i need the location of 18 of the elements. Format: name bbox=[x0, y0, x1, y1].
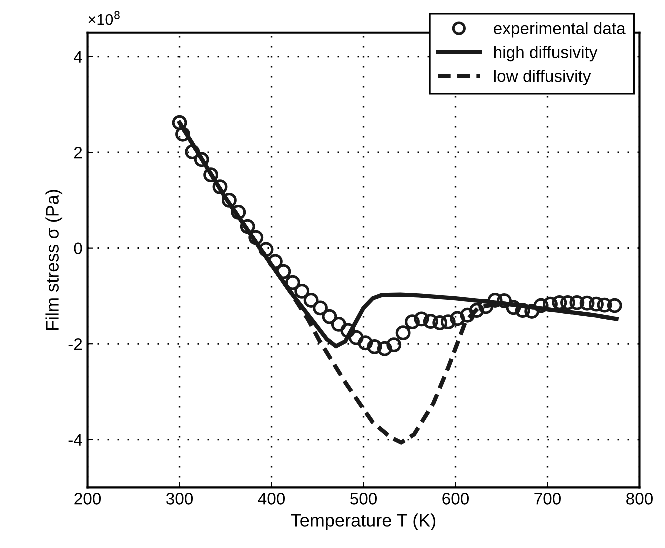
y-tick-label: 2 bbox=[74, 146, 82, 159]
text: ×10$^{8}$ bbox=[88, 11, 120, 26]
x-tick-label: 700 bbox=[534, 493, 561, 505]
legend-label: experimental data bbox=[494, 22, 626, 38]
x-tick-label: 600 bbox=[442, 493, 469, 505]
x-axis-title: Temperature T (K) bbox=[291, 514, 436, 531]
legend-label: low diffusivity bbox=[494, 70, 592, 86]
x-tick-label: 300 bbox=[166, 493, 194, 505]
x-tick-label: 500 bbox=[350, 493, 378, 505]
x-tick-label: 200 bbox=[74, 493, 102, 505]
x-tick-label: 800 bbox=[626, 493, 653, 505]
y-axis-title: Film stress σ (Pa) bbox=[46, 190, 63, 330]
x-tick-label: 400 bbox=[258, 493, 286, 505]
y-tick-label: -4 bbox=[68, 434, 82, 446]
y-tick-label: -2 bbox=[68, 338, 82, 350]
y-tick-label: 4 bbox=[74, 51, 82, 63]
y-tick-label: 0 bbox=[74, 242, 82, 255]
legend-label: high diffusivity bbox=[494, 46, 598, 62]
